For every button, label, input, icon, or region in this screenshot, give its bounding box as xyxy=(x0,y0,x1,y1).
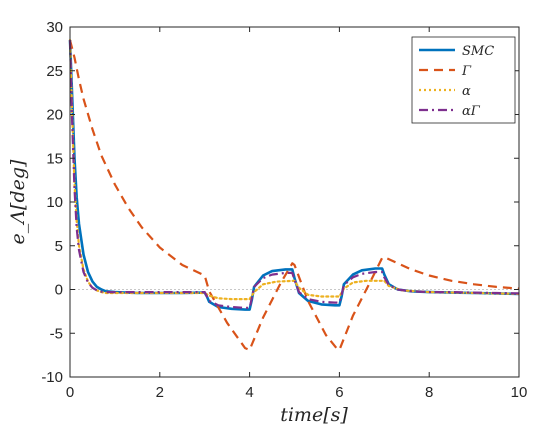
y-tick-label: -5 xyxy=(50,325,63,342)
series-layer xyxy=(68,39,521,351)
x-tick-label: 2 xyxy=(156,384,164,401)
y-tick-label: 10 xyxy=(46,194,63,211)
y-tick-label: 30 xyxy=(46,19,63,36)
legend-label-3: α xyxy=(462,84,471,99)
y-tick-label: 15 xyxy=(46,150,63,167)
y-axis-label: e_Λ[deg] xyxy=(7,159,29,244)
ticks-layer: 0 2 4 6 8 10 -10 -5 0 5 10 15 20 25 30 xyxy=(41,19,527,401)
legend-label-1: SMC xyxy=(462,44,494,59)
legend-box xyxy=(411,36,516,124)
x-tick-label: 4 xyxy=(245,384,253,401)
series-line-3 xyxy=(68,39,521,301)
series-line-2 xyxy=(68,39,520,351)
legend: SMC Γα αΓ xyxy=(411,36,516,124)
series-line-1 xyxy=(68,40,520,311)
y-tick-label: 0 xyxy=(55,282,63,299)
legend-entries: SMC Γα αΓ xyxy=(419,44,494,119)
y-tick-label: -10 xyxy=(41,369,63,386)
x-tick-label: 6 xyxy=(335,384,343,401)
x-axis-label: time[s] xyxy=(280,404,348,426)
legend-label-4: αΓ xyxy=(462,104,481,119)
y-tick-label: 20 xyxy=(46,107,63,124)
y-tick-label: 25 xyxy=(46,63,63,80)
legend-label-2: Γ xyxy=(461,64,472,79)
y-tick-label: 5 xyxy=(55,238,63,255)
x-tick-label: 0 xyxy=(66,384,74,401)
series-line-4 xyxy=(68,40,520,309)
x-tick-label: 8 xyxy=(425,384,433,401)
x-tick-label: 10 xyxy=(511,384,528,401)
